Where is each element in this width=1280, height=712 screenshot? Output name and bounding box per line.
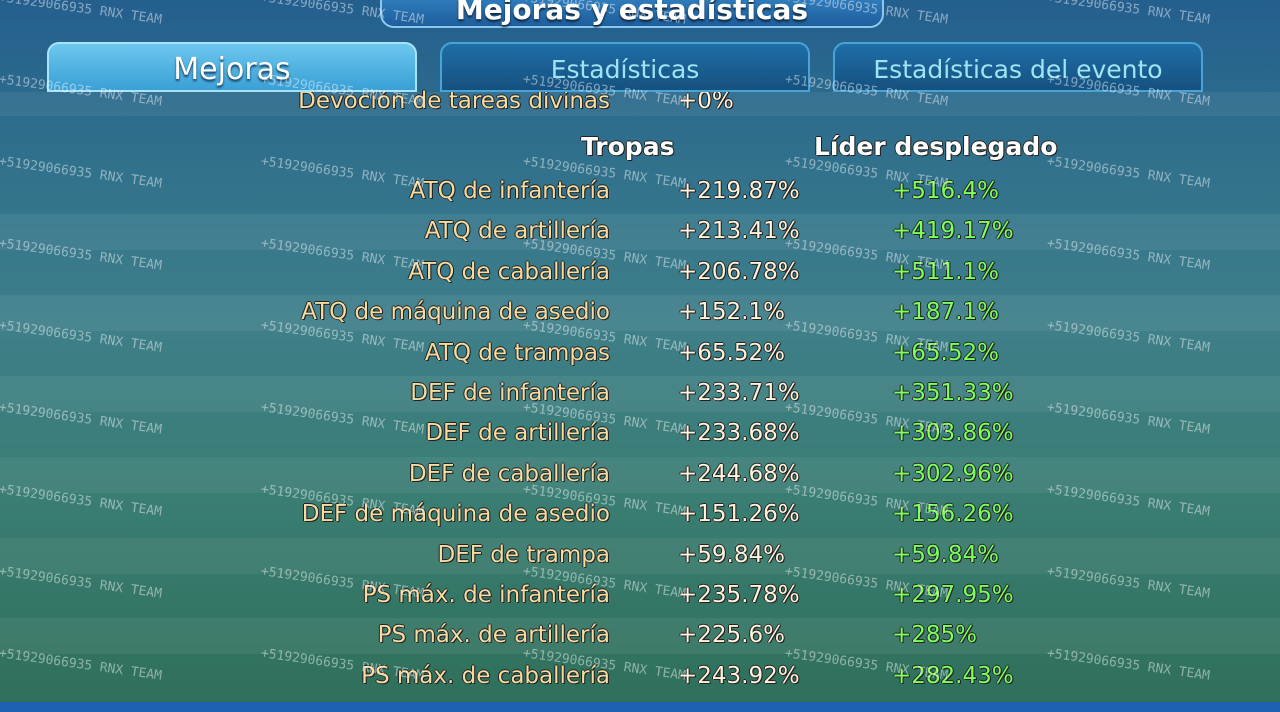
stat-label: ATQ de caballería (408, 258, 610, 285)
troops-value: +213.41% (678, 218, 800, 245)
troops-value: +233.68% (678, 420, 800, 447)
leader-value: +511.1% (892, 258, 999, 285)
row-band (0, 537, 1280, 574)
tab[interactable]: Estadísticas del evento (833, 42, 1203, 92)
row-band (0, 295, 1280, 332)
watermark: +51929066935 RNX TEAM (0, 0, 163, 28)
tab[interactable]: Estadísticas (440, 42, 810, 92)
stat-label: DEF de artillería (425, 420, 610, 447)
troops-value: +225.6% (678, 622, 785, 649)
leader-value: +187.1% (892, 299, 999, 326)
stat-label: ATQ de artillería (424, 218, 610, 245)
leader-value: +65.52% (892, 339, 999, 366)
row-band (0, 376, 1280, 412)
leader-value: +302.96% (892, 460, 1014, 487)
watermark: +51929066935 RNX TEAM (1045, 154, 1211, 192)
troops-value: +151.26% (678, 501, 800, 528)
troops-value: +243.92% (678, 662, 800, 689)
troops-value: +59.84% (678, 541, 785, 568)
bottom-bar (0, 702, 1280, 712)
column-header: Tropas (581, 132, 675, 161)
troops-value: +235.78% (678, 582, 800, 608)
leader-value: +297.95% (892, 582, 1014, 608)
troops-value: +244.68% (678, 460, 800, 487)
stat-label: DEF de máquina de asedio (301, 501, 610, 528)
leader-value: +156.26% (892, 501, 1014, 528)
leader-value: +303.86% (892, 420, 1014, 447)
stat-label: PS máx. de infantería (362, 582, 610, 608)
partial-value: +0% (678, 88, 734, 114)
leader-value: +351.33% (892, 380, 1014, 406)
row-band (0, 214, 1280, 251)
troops-value: +206.78% (678, 258, 800, 285)
stat-label: ATQ de máquina de asedio (301, 299, 610, 326)
row-band (0, 618, 1280, 655)
row-band (0, 92, 1280, 116)
leader-value: +59.84% (892, 541, 999, 568)
stat-label: DEF de trampa (437, 541, 610, 568)
leader-value: +282.43% (892, 662, 1014, 689)
stat-label: DEF de infantería (410, 380, 610, 406)
troops-value: +219.87% (678, 178, 800, 204)
watermark: +51929066935 RNX TEAM (0, 154, 163, 192)
watermark: +51929066935 RNX TEAM (259, 154, 425, 192)
troops-value: +152.1% (678, 299, 785, 326)
leader-value: +285% (892, 622, 978, 649)
stat-label: DEF de caballería (408, 460, 610, 487)
watermark: +51929066935 RNX TEAM (1045, 0, 1211, 28)
tab[interactable]: Mejoras (47, 42, 417, 92)
leader-value: +419.17% (892, 218, 1014, 245)
stat-label: ATQ de infantería (409, 178, 610, 204)
stat-label: ATQ de trampas (424, 339, 610, 366)
troops-value: +65.52% (678, 339, 785, 366)
row-band (0, 456, 1280, 493)
column-header: Líder desplegado (814, 132, 1058, 161)
stat-label: PS máx. de caballería (361, 662, 610, 689)
partial-label: Devoción de tareas divinas (298, 88, 610, 114)
title-banner: Mejoras y estadísticas (380, 0, 884, 28)
leader-value: +516.4% (892, 178, 999, 204)
troops-value: +233.71% (678, 380, 800, 406)
stat-label: PS máx. de artillería (377, 622, 610, 649)
